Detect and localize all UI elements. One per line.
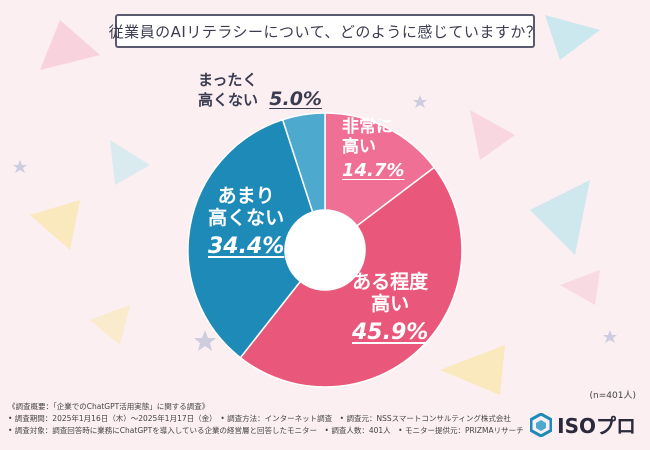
slice-label-line: 高くない xyxy=(208,206,285,229)
footer-line: • 調査期間：2025年1月16日（木）～2025年1月17日（金） • 調査方… xyxy=(8,414,511,423)
slice-value-very-high: 14.7% xyxy=(342,160,405,182)
donut-center-hole xyxy=(285,210,365,290)
slice-value-not-high-at-all: 5.0% xyxy=(269,88,322,111)
slice-label-somewhat-high: ある程度 高い 45.9% xyxy=(352,271,429,345)
slice-label-line: 非常に xyxy=(342,117,393,137)
slice-label-not-very-high: あまり 高くない 34.4% xyxy=(208,185,285,259)
survey-footer: 《調査概要：「企業でのChatGPT活用実態」に関する調査》 • 調査期間：20… xyxy=(8,401,524,437)
slice-label-line: あまり xyxy=(217,185,275,207)
slice-value-not-very-high: 34.4% xyxy=(208,233,285,259)
slice-label-not-high-at-all: まったく 高くない 5.0% xyxy=(198,71,322,111)
footer-line: • 調査対象：調査回答時に業務にChatGPTを導入している企業の経営層と回答し… xyxy=(8,426,524,435)
slice-not-very-high xyxy=(187,118,314,359)
slice-label-line: 高い xyxy=(371,292,410,315)
logo-text: ISOプロ xyxy=(557,414,636,438)
iso-pro-logo: ISOプロ xyxy=(530,410,636,439)
sample-size-note: (n=401人) xyxy=(589,391,636,401)
hexagon-logo-icon xyxy=(530,412,553,437)
slice-label-line: まったく xyxy=(198,71,258,89)
footer-line: 《調査概要：「企業でのChatGPT活用実態」に関する調査》 xyxy=(8,402,210,411)
slice-label-very-high: 非常に 高い 14.7% xyxy=(342,117,405,182)
slice-value-somewhat-high: 45.9% xyxy=(352,319,429,345)
chart-title-box: 従業員のAIリテラシーについて、どのように感じていますか？ xyxy=(109,14,541,48)
chart-title: 従業員のAIリテラシーについて、どのように感じていますか？ xyxy=(108,22,542,41)
slice-label-line: 高い xyxy=(342,136,376,157)
slice-label-line: ある程度 xyxy=(352,271,429,293)
slice-label-line: 高くない xyxy=(198,91,259,110)
